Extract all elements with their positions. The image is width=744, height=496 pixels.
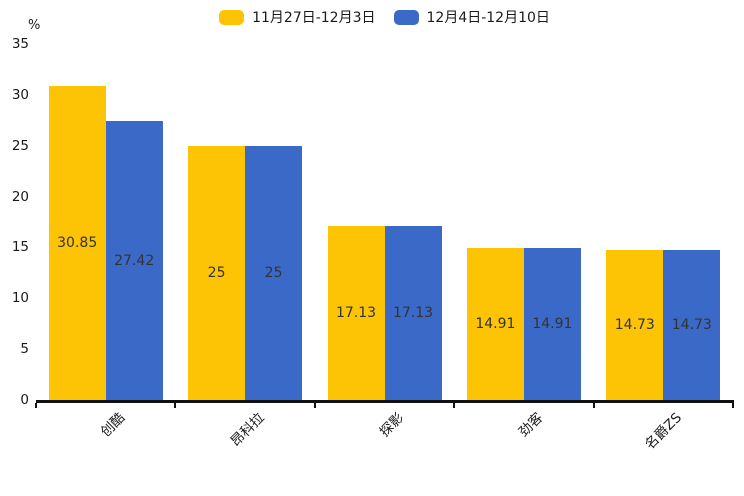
legend: 11月27日-12月3日 12月4日-12月10日 (36, 7, 733, 27)
bar-探影-series-0 (327, 225, 385, 400)
legend-item-0[interactable]: 11月27日-12月3日 (219, 7, 376, 27)
legend-swatch-icon (393, 9, 419, 25)
y-axis-tick-label: 0 (20, 392, 29, 408)
x-axis-category-label: 名爵ZS (642, 409, 686, 453)
bar-昂科拉-series-1 (245, 145, 303, 400)
x-axis-tick (35, 402, 37, 408)
legend-item-1[interactable]: 12月4日-12月10日 (393, 7, 550, 27)
bar-value-label: 14.91 (475, 316, 516, 333)
bar-value-label: 25 (264, 264, 283, 281)
y-axis-tick-label: 20 (11, 188, 29, 205)
bar-value-label: 14.91 (532, 316, 573, 333)
y-axis-tick-label: 30 (11, 86, 29, 103)
bar-value-label: 27.42 (114, 252, 155, 269)
bar-昂科拉-series-0 (188, 145, 246, 400)
bar-value-label: 14.73 (614, 317, 655, 334)
x-axis-tick (592, 402, 595, 408)
y-axis-tick-label: 25 (11, 137, 29, 154)
x-axis-tick (174, 402, 177, 408)
bar-value-label: 30.85 (57, 235, 98, 252)
y-axis-tick-label: 5 (20, 341, 29, 358)
x-axis-category-label: 探影 (376, 409, 407, 441)
y-axis-tick-label: 35 (11, 36, 29, 52)
bar-名爵ZS-series-0 (606, 250, 664, 400)
legend-swatch-icon (219, 9, 245, 25)
bar-劲客-series-0 (466, 248, 524, 400)
legend-label: 12月4日-12月10日 (426, 10, 550, 26)
x-axis-category-label: 昂科拉 (227, 409, 268, 450)
x-axis-category-label-wrap: 昂科拉 (213, 407, 267, 450)
bar-探影-series-1 (384, 225, 442, 400)
x-axis-tick (313, 402, 316, 408)
x-axis-tick (453, 402, 456, 408)
bar-value-label: 25 (207, 264, 226, 281)
bar-value-label: 17.13 (335, 304, 377, 321)
bar-创酷-series-0 (48, 86, 106, 400)
y-axis-tick-label: 15 (11, 239, 29, 256)
legend-label: 11月27日-12月3日 (252, 10, 376, 26)
bar-value-label: 17.13 (392, 304, 434, 321)
x-axis-category-label-wrap: 创酷 (87, 407, 127, 440)
y-axis-unit-label: % (28, 18, 41, 33)
x-axis-line (36, 400, 734, 403)
bar-名爵ZS-series-1 (663, 250, 721, 400)
x-axis-category-label: 创酷 (97, 409, 128, 441)
x-axis-category-label: 劲客 (515, 409, 547, 441)
bar-劲客-series-1 (523, 248, 581, 400)
x-axis-tick (732, 402, 734, 408)
x-axis-category-label-wrap: 劲客 (505, 407, 546, 440)
bar-value-label: 14.73 (671, 317, 712, 334)
x-axis-category-label-wrap: 名爵ZS (626, 407, 685, 453)
y-axis-tick-label: 10 (11, 290, 29, 307)
bar-创酷-series-1 (105, 121, 163, 400)
x-axis-category-label-wrap: 探影 (366, 407, 406, 440)
